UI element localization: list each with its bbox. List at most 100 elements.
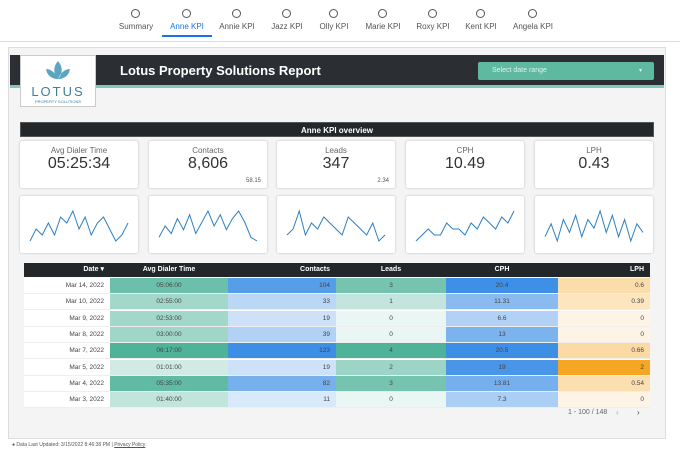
- sparkline: [544, 209, 644, 243]
- tab[interactable]: Marie KPI: [358, 9, 408, 31]
- table-cell: Mar 5, 2022: [24, 359, 110, 376]
- table-cell: 20.5: [446, 343, 558, 360]
- table-cell: 0.6: [558, 278, 650, 294]
- table-cell: 1: [336, 294, 446, 311]
- logo-subtext: PROPERTY SOLUTIONS: [34, 99, 82, 104]
- sparkline-line: [29, 209, 129, 242]
- sparkline: [158, 209, 258, 242]
- kpi-sub: 58.15: [245, 178, 261, 184]
- table-cell: 4: [336, 343, 446, 360]
- tab-icon: [378, 9, 387, 18]
- table-cell: 0: [558, 392, 650, 409]
- sparkline-line: [415, 210, 515, 242]
- column-header[interactable]: Date ▾: [24, 263, 110, 277]
- table-cell: Mar 10, 2022: [24, 294, 110, 311]
- logo-text: LOTUS: [31, 84, 85, 99]
- kpi-value: 05:25:34: [47, 155, 111, 172]
- prev-page[interactable]: ‹: [616, 408, 619, 417]
- table-cell: 2: [558, 359, 650, 376]
- column-header[interactable]: Avg Dialer Time: [110, 263, 228, 277]
- kpi-card: Avg Dialer Time 05:25:34: [20, 141, 138, 188]
- kpi-card: CPH 10.49: [406, 141, 524, 188]
- last-updated: Data Last Updated: 3/15/2022 8:46:38 PM: [16, 442, 111, 448]
- date-range-text: Select date range: [492, 67, 547, 74]
- tab[interactable]: Anne KPI: [162, 9, 212, 37]
- table-cell: 3: [336, 278, 446, 294]
- table-cell: Mar 4, 2022: [24, 375, 110, 392]
- kpi-label: LPH: [586, 146, 602, 155]
- kpi-sub: 2.34: [377, 178, 389, 184]
- table-cell: 06:17:00: [110, 343, 228, 360]
- column-header[interactable]: Leads: [336, 263, 446, 277]
- tab-bar: Summary Anne KPI Annie KPI Jazz KPI Olly KPI…: [0, 0, 680, 42]
- table-cell: 19: [228, 359, 336, 376]
- next-page[interactable]: ›: [637, 408, 640, 417]
- sparkline-card: [149, 196, 267, 253]
- dropdown-arrow: ▾: [638, 68, 642, 74]
- kpi-card: Contacts 8,606 58.15: [149, 141, 267, 188]
- column-header[interactable]: LPH: [558, 263, 650, 277]
- table-cell: 7.3: [446, 392, 558, 409]
- table-cell: 13: [446, 326, 558, 343]
- table-cell: 0: [336, 310, 446, 327]
- tab[interactable]: Jazz KPI: [262, 9, 312, 31]
- sparkline-card: [406, 196, 524, 253]
- kpi-label: Avg Dialer Time: [50, 146, 108, 155]
- tab[interactable]: Kent KPI: [456, 9, 506, 31]
- table-cell: 33: [228, 294, 336, 311]
- privacy-link[interactable]: Privacy Policy: [114, 442, 146, 448]
- table-cell: 104: [228, 278, 336, 294]
- kpi-value: 347: [322, 155, 350, 172]
- tab[interactable]: Annie KPI: [212, 9, 262, 31]
- table-cell: 39: [228, 326, 336, 343]
- column-header[interactable]: CPH: [446, 263, 558, 277]
- kpi-value: 10.49: [444, 155, 486, 172]
- table-cell: 05:35:00: [110, 375, 228, 392]
- table-cell: 0: [558, 326, 650, 343]
- kpi-card: LPH 0.43: [535, 141, 653, 188]
- date-range-select[interactable]: Select date range ▾: [478, 62, 654, 80]
- table-cell: 0: [336, 326, 446, 343]
- table-cell: 13.81: [446, 375, 558, 392]
- tab-icon: [131, 9, 140, 18]
- tab-icon: [476, 9, 485, 18]
- table-cell: 0.66: [558, 343, 650, 360]
- pagination: 1 - 100 / 148: [568, 409, 608, 416]
- table-cell: 11: [228, 392, 336, 409]
- logo-icon: [46, 61, 70, 79]
- table-cell: 02:53:00: [110, 310, 228, 327]
- tab-icon: [329, 9, 338, 18]
- table-cell: 0: [336, 392, 446, 409]
- table-cell: Mar 7, 2022: [24, 343, 110, 360]
- tab[interactable]: Summary: [111, 9, 161, 31]
- kpi-label: CPH: [456, 146, 474, 155]
- column-header[interactable]: Contacts: [228, 263, 336, 277]
- table-cell: 3: [336, 375, 446, 392]
- kpi-value: 0.43: [578, 155, 610, 172]
- table-cell: 82: [228, 375, 336, 392]
- sparkline-card: [277, 196, 395, 253]
- sparkline-card: [20, 196, 138, 253]
- tab[interactable]: Roxy KPI: [408, 9, 458, 31]
- sparkline-line: [158, 209, 258, 242]
- table-cell: 20.4: [446, 278, 558, 294]
- table-cell: 05:06:00: [110, 278, 228, 294]
- table-cell: 123: [228, 343, 336, 360]
- sparkline-card: [535, 196, 653, 253]
- table-cell: 19: [228, 310, 336, 327]
- tab-icon: [282, 9, 291, 18]
- table-cell: 03:00:00: [110, 326, 228, 343]
- tab[interactable]: Angela KPI: [508, 9, 558, 31]
- sparkline-line: [544, 209, 644, 243]
- footer: ● Data Last Updated: 3/15/2022 8:46:38 P…: [12, 442, 146, 448]
- sparkline: [29, 209, 129, 242]
- table-cell: Mar 8, 2022: [24, 326, 110, 343]
- section-title: Anne KPI overview: [20, 122, 654, 137]
- report-title: Lotus Property Solutions Report: [120, 63, 321, 78]
- sparkline-line: [286, 209, 386, 242]
- tab[interactable]: Olly KPI: [309, 9, 359, 31]
- sparkline: [415, 210, 515, 242]
- table-cell: 6.6: [446, 310, 558, 327]
- table-cell: 19: [446, 359, 558, 376]
